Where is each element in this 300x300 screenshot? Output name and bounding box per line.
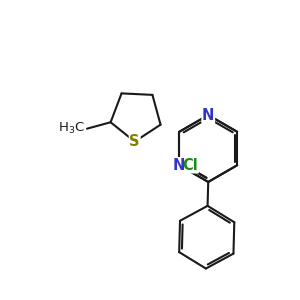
Text: S: S (129, 134, 140, 149)
Text: Cl: Cl (182, 158, 198, 173)
Text: N: N (173, 158, 185, 173)
Text: N: N (202, 108, 214, 123)
Text: N: N (173, 158, 185, 173)
Text: H$_3$C: H$_3$C (58, 121, 85, 136)
Text: Cl: Cl (182, 158, 198, 173)
Text: N: N (202, 108, 214, 123)
Text: S: S (129, 134, 140, 149)
